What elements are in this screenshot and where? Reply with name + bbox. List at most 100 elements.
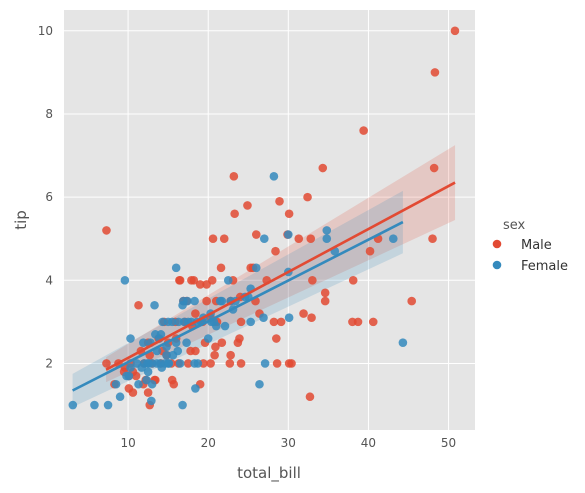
data-point-female bbox=[115, 392, 125, 402]
data-point-female bbox=[398, 338, 408, 347]
data-point-female bbox=[223, 275, 233, 285]
data-point-female bbox=[134, 379, 143, 389]
data-point-male bbox=[229, 172, 239, 181]
data-point-male bbox=[131, 371, 141, 381]
data-point-male bbox=[243, 201, 252, 210]
y-tick-label: 2 bbox=[45, 356, 53, 370]
data-point-male bbox=[305, 392, 315, 402]
data-point-male bbox=[208, 234, 218, 244]
data-point-male bbox=[365, 246, 375, 256]
x-tick-label: 50 bbox=[441, 436, 456, 450]
data-point-male bbox=[407, 296, 417, 306]
data-point-female bbox=[269, 172, 279, 181]
data-point-female bbox=[251, 263, 261, 273]
legend-label-female: Female bbox=[521, 259, 568, 274]
data-point-female bbox=[259, 234, 269, 244]
data-point-female bbox=[284, 313, 294, 323]
data-point-female bbox=[182, 338, 191, 347]
data-point-female bbox=[203, 334, 213, 343]
data-point-female bbox=[144, 359, 154, 368]
data-point-female bbox=[68, 400, 78, 410]
legend-label-male: Male bbox=[521, 238, 552, 253]
data-point-female bbox=[255, 379, 264, 389]
data-point-female bbox=[168, 350, 178, 360]
data-point-male bbox=[294, 234, 304, 244]
data-point-male bbox=[269, 317, 279, 327]
data-point-male bbox=[320, 288, 330, 298]
data-point-female bbox=[171, 263, 181, 273]
data-point-male bbox=[430, 68, 440, 77]
data-point-female bbox=[111, 379, 121, 389]
y-axis-label: tip bbox=[12, 210, 30, 230]
data-point-female bbox=[190, 296, 199, 306]
data-point-female bbox=[171, 338, 181, 347]
data-point-male bbox=[206, 359, 215, 368]
data-point-female bbox=[178, 400, 187, 410]
data-point-male bbox=[230, 209, 239, 219]
data-point-female bbox=[215, 296, 225, 306]
legend: sex Male Female bbox=[492, 218, 568, 274]
data-point-female bbox=[126, 363, 135, 372]
legend-title: sex bbox=[503, 218, 526, 233]
data-point-male bbox=[271, 246, 280, 256]
data-point-female bbox=[260, 359, 270, 368]
data-point-female bbox=[164, 359, 174, 368]
data-point-female bbox=[143, 367, 153, 377]
data-point-female bbox=[322, 234, 332, 244]
data-point-male bbox=[102, 359, 111, 368]
data-point-male bbox=[276, 317, 286, 327]
data-point-male bbox=[175, 275, 185, 285]
data-point-female bbox=[175, 359, 185, 368]
data-point-female bbox=[120, 275, 130, 285]
data-point-male bbox=[102, 226, 111, 235]
data-point-female bbox=[139, 338, 148, 347]
grid-lines bbox=[64, 10, 475, 430]
data-point-female bbox=[178, 300, 187, 310]
y-tick-label: 4 bbox=[45, 273, 53, 287]
data-point-male bbox=[134, 300, 143, 310]
data-point-female bbox=[191, 384, 200, 393]
data-point-male bbox=[210, 350, 219, 360]
y-tick-label: 10 bbox=[38, 24, 53, 38]
data-point-male bbox=[348, 275, 358, 285]
data-point-male bbox=[287, 359, 296, 368]
data-point-male bbox=[272, 359, 282, 368]
data-point-male bbox=[128, 388, 138, 397]
data-point-female bbox=[103, 400, 113, 410]
x-tick-label: 10 bbox=[120, 436, 135, 450]
data-point-female bbox=[167, 317, 177, 327]
data-point-male bbox=[202, 280, 211, 289]
data-point-male bbox=[191, 346, 200, 356]
data-point-male bbox=[272, 334, 281, 343]
data-point-male bbox=[211, 342, 220, 352]
data-point-female bbox=[322, 226, 332, 235]
data-point-male bbox=[219, 234, 229, 244]
x-axis-label: total_bill bbox=[237, 464, 301, 483]
data-point-male bbox=[306, 234, 316, 244]
data-point-female bbox=[90, 400, 99, 410]
legend-marker-male bbox=[492, 239, 502, 249]
data-point-female bbox=[246, 317, 255, 327]
data-point-female bbox=[284, 230, 293, 239]
x-tick-label: 20 bbox=[201, 436, 216, 450]
data-point-male bbox=[217, 338, 227, 347]
data-point-female bbox=[150, 300, 159, 310]
data-point-male bbox=[236, 317, 246, 327]
data-point-male bbox=[303, 192, 312, 202]
data-point-female bbox=[137, 363, 147, 372]
x-tick-label: 40 bbox=[361, 436, 376, 450]
data-point-male bbox=[216, 263, 226, 273]
data-point-male bbox=[189, 275, 199, 285]
legend-marker-female bbox=[492, 260, 502, 270]
data-point-male bbox=[169, 379, 179, 389]
data-point-male bbox=[450, 26, 460, 36]
data-point-male bbox=[275, 196, 284, 206]
data-point-male bbox=[183, 359, 193, 368]
data-point-male bbox=[307, 313, 316, 323]
data-point-male bbox=[359, 126, 368, 135]
data-point-male bbox=[320, 296, 330, 306]
data-point-male bbox=[428, 234, 437, 244]
data-point-female bbox=[156, 330, 166, 339]
